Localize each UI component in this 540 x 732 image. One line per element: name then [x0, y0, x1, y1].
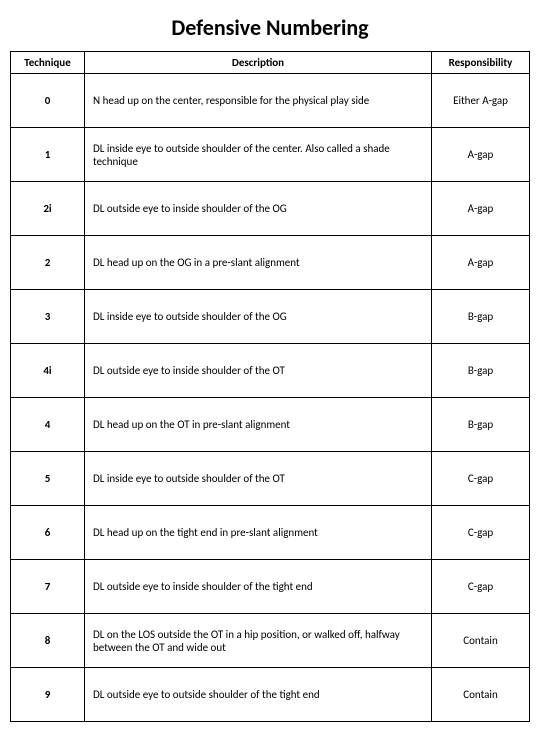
cell-responsibility: Contain: [432, 668, 530, 722]
cell-technique: 8: [11, 614, 85, 668]
cell-technique: 2i: [11, 182, 85, 236]
cell-responsibility: A-gap: [432, 182, 530, 236]
table-row: 2iDL outside eye to inside shoulder of t…: [11, 182, 530, 236]
cell-description: DL outside eye to inside shoulder of the…: [85, 344, 432, 398]
cell-responsibility: Either A-gap: [432, 74, 530, 128]
table-row: 5DL inside eye to outside shoulder of th…: [11, 452, 530, 506]
cell-technique: 5: [11, 452, 85, 506]
table-row: 8DL on the LOS outside the OT in a hip p…: [11, 614, 530, 668]
cell-responsibility: A-gap: [432, 128, 530, 182]
table-row: 4iDL outside eye to inside shoulder of t…: [11, 344, 530, 398]
cell-responsibility: B-gap: [432, 398, 530, 452]
cell-technique: 7: [11, 560, 85, 614]
col-header-technique: Technique: [11, 52, 85, 74]
cell-technique: 4: [11, 398, 85, 452]
cell-technique: 2: [11, 236, 85, 290]
col-header-description: Description: [85, 52, 432, 74]
table-row: 3DL inside eye to outside shoulder of th…: [11, 290, 530, 344]
cell-description: N head up on the center, responsible for…: [85, 74, 432, 128]
table-row: 2DL head up on the OG in a pre-slant ali…: [11, 236, 530, 290]
table-header-row: Technique Description Responsibility: [11, 52, 530, 74]
cell-description: DL head up on the OT in pre-slant alignm…: [85, 398, 432, 452]
cell-responsibility: A-gap: [432, 236, 530, 290]
cell-technique: 0: [11, 74, 85, 128]
cell-technique: 1: [11, 128, 85, 182]
cell-description: DL inside eye to outside shoulder of the…: [85, 290, 432, 344]
cell-responsibility: C-gap: [432, 452, 530, 506]
cell-technique: 4i: [11, 344, 85, 398]
cell-description: DL head up on the OG in a pre-slant alig…: [85, 236, 432, 290]
cell-responsibility: C-gap: [432, 560, 530, 614]
cell-responsibility: B-gap: [432, 290, 530, 344]
cell-technique: 9: [11, 668, 85, 722]
table-body: 0N head up on the center, responsible fo…: [11, 74, 530, 722]
cell-description: DL outside eye to inside shoulder of the…: [85, 560, 432, 614]
cell-responsibility: C-gap: [432, 506, 530, 560]
cell-responsibility: Contain: [432, 614, 530, 668]
table-row: 4DL head up on the OT in pre-slant align…: [11, 398, 530, 452]
cell-description: DL inside eye to outside shoulder of the…: [85, 452, 432, 506]
cell-description: DL on the LOS outside the OT in a hip po…: [85, 614, 432, 668]
table-row: 6DL head up on the tight end in pre-slan…: [11, 506, 530, 560]
table-row: 1DL inside eye to outside shoulder of th…: [11, 128, 530, 182]
table-row: 7DL outside eye to inside shoulder of th…: [11, 560, 530, 614]
cell-responsibility: B-gap: [432, 344, 530, 398]
cell-description: DL outside eye to outside shoulder of th…: [85, 668, 432, 722]
page-title: Defensive Numbering: [10, 14, 530, 41]
cell-technique: 6: [11, 506, 85, 560]
table-row: 9DL outside eye to outside shoulder of t…: [11, 668, 530, 722]
defensive-numbering-table: Technique Description Responsibility 0N …: [10, 51, 530, 722]
cell-description: DL head up on the tight end in pre-slant…: [85, 506, 432, 560]
cell-description: DL inside eye to outside shoulder of the…: [85, 128, 432, 182]
cell-description: DL outside eye to inside shoulder of the…: [85, 182, 432, 236]
table-row: 0N head up on the center, responsible fo…: [11, 74, 530, 128]
cell-technique: 3: [11, 290, 85, 344]
col-header-responsibility: Responsibility: [432, 52, 530, 74]
